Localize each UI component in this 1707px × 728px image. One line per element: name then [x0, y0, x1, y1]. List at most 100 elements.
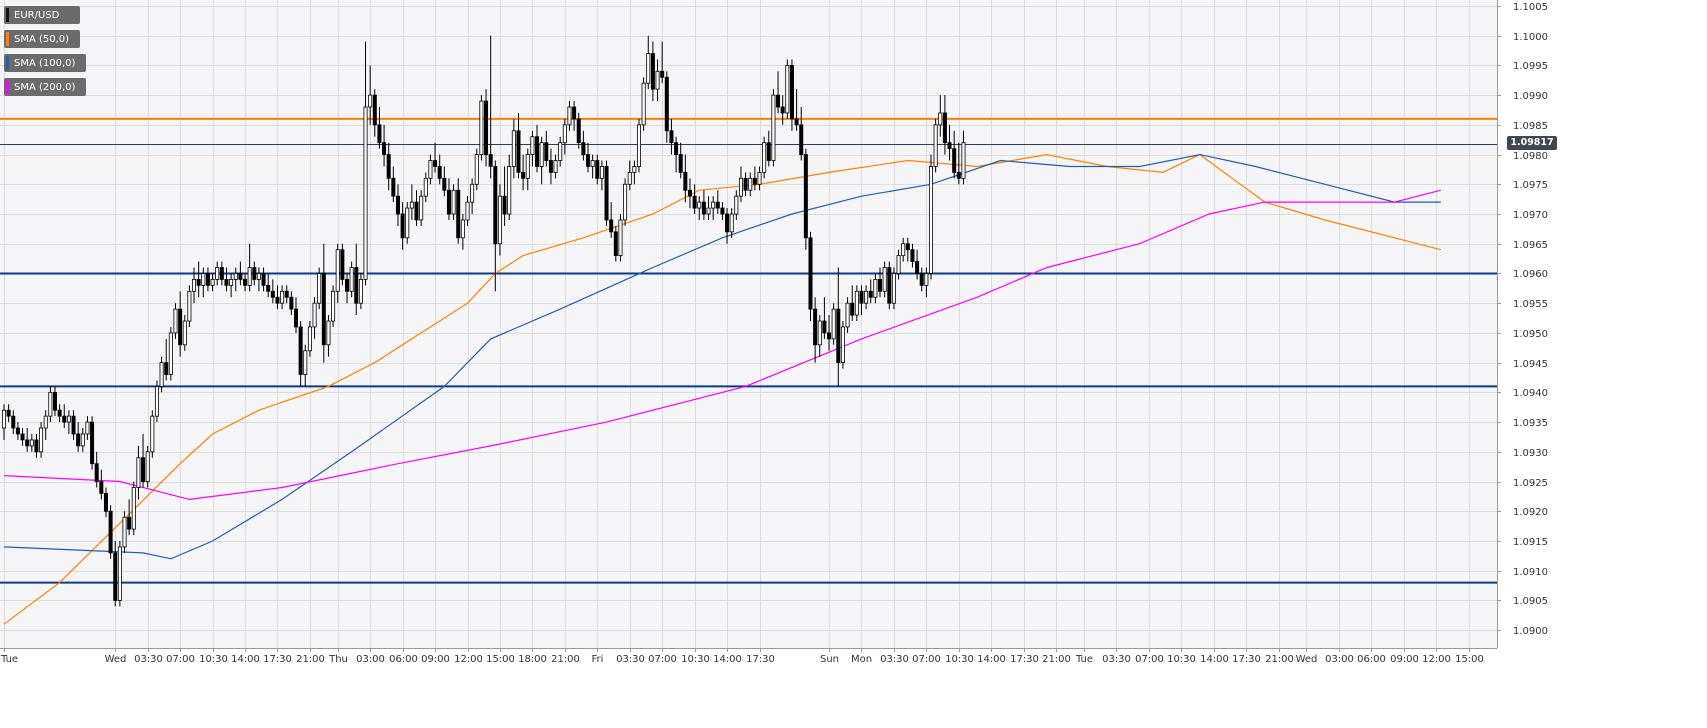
legend-item-sma-200[interactable]: SMA (200,0): [4, 78, 86, 96]
grid: [0, 0, 1497, 648]
y-axis: 1.1005 1.1000 1.0995 1.0990 1.0985 1.0980 1.09…: [1497, 0, 1548, 648]
candle: [113, 540, 118, 607]
candle-body: [586, 154, 591, 167]
legend-item-eurusd[interactable]: EUR/USD: [4, 6, 80, 24]
candle-body: [382, 142, 387, 155]
candle-body: [507, 166, 512, 215]
candle: [423, 172, 428, 203]
candle-body: [938, 112, 943, 126]
candle: [261, 267, 266, 292]
candle-body: [748, 177, 753, 191]
x-tick-label: 21:00: [296, 654, 325, 665]
candle: [117, 540, 122, 607]
candle: [266, 273, 271, 298]
candle-body: [280, 290, 285, 304]
candle-body: [789, 64, 794, 120]
candle: [780, 95, 785, 125]
candle: [2, 404, 7, 440]
candle: [803, 148, 808, 250]
candle-body: [294, 308, 299, 328]
moving-averages: [3, 153, 1441, 625]
candle: [48, 386, 53, 423]
candle: [655, 59, 660, 102]
candle: [595, 154, 600, 185]
candle-body: [516, 130, 521, 173]
candle: [43, 410, 48, 440]
candle: [827, 315, 832, 351]
candle-body: [372, 94, 377, 126]
candle: [210, 273, 215, 292]
candle-body: [386, 154, 391, 179]
legend-item-sma-100[interactable]: SMA (100,0): [4, 54, 86, 72]
candle: [6, 404, 11, 423]
candle: [896, 249, 901, 280]
candle: [363, 41, 368, 286]
candle: [757, 166, 762, 191]
candle: [919, 267, 924, 292]
candle: [85, 416, 90, 440]
candle-body: [827, 332, 832, 340]
candle: [145, 445, 150, 488]
candle-body: [734, 195, 739, 215]
candle-body: [141, 457, 146, 482]
candle: [502, 166, 507, 226]
candle-body: [840, 326, 845, 364]
candle-body: [905, 243, 910, 251]
candle-body: [377, 124, 382, 144]
x-tick-label: 10:30: [199, 654, 228, 665]
candle: [219, 261, 224, 286]
candle: [229, 273, 234, 298]
horizontal-levels: [0, 117, 1497, 584]
candle-body: [460, 219, 465, 239]
candle: [817, 315, 822, 357]
candle: [942, 95, 947, 155]
legend-swatch: [6, 8, 9, 22]
candle-body: [636, 124, 641, 167]
y-tick-label: 1.0980: [1513, 151, 1548, 162]
candle: [636, 118, 641, 173]
candle: [687, 178, 692, 209]
candle: [284, 285, 289, 304]
candle: [94, 451, 99, 488]
candle: [609, 202, 614, 238]
y-tick-label: 1.0950: [1513, 329, 1548, 340]
candle-body: [43, 415, 48, 429]
x-tick-label: 03:00: [356, 654, 385, 665]
candle: [507, 154, 512, 220]
candle-body: [433, 160, 438, 167]
candle-body: [349, 267, 354, 292]
legend-item-sma-50[interactable]: SMA (50,0): [4, 30, 80, 48]
candle-body: [456, 189, 461, 239]
plot-area: [0, 0, 1497, 648]
candle: [516, 112, 521, 179]
candle: [720, 202, 725, 220]
candle-body: [34, 439, 39, 453]
candle: [382, 124, 387, 167]
candle: [187, 285, 192, 327]
candle: [270, 279, 275, 304]
x-tick-label: Thu: [328, 654, 348, 665]
candle-body: [368, 94, 373, 108]
candle-body: [947, 142, 952, 150]
candle: [456, 178, 461, 244]
candle-body: [219, 267, 224, 280]
candle: [196, 261, 201, 298]
candle: [192, 267, 197, 304]
candle-body: [358, 279, 363, 304]
candle-body: [562, 124, 567, 144]
candle-body: [247, 267, 252, 286]
candle: [632, 160, 637, 185]
candle: [887, 261, 892, 310]
x-tick-label: Fri: [592, 654, 604, 665]
candle: [224, 267, 229, 292]
x-tick-label: 09:00: [1390, 654, 1419, 665]
candle: [627, 160, 632, 191]
candle: [275, 285, 280, 310]
candle: [122, 511, 127, 553]
candle-body: [558, 142, 563, 161]
candle-body: [961, 142, 966, 179]
candle: [525, 148, 530, 191]
candle-body: [57, 409, 62, 417]
candle-body: [136, 457, 141, 488]
candle: [159, 356, 164, 393]
